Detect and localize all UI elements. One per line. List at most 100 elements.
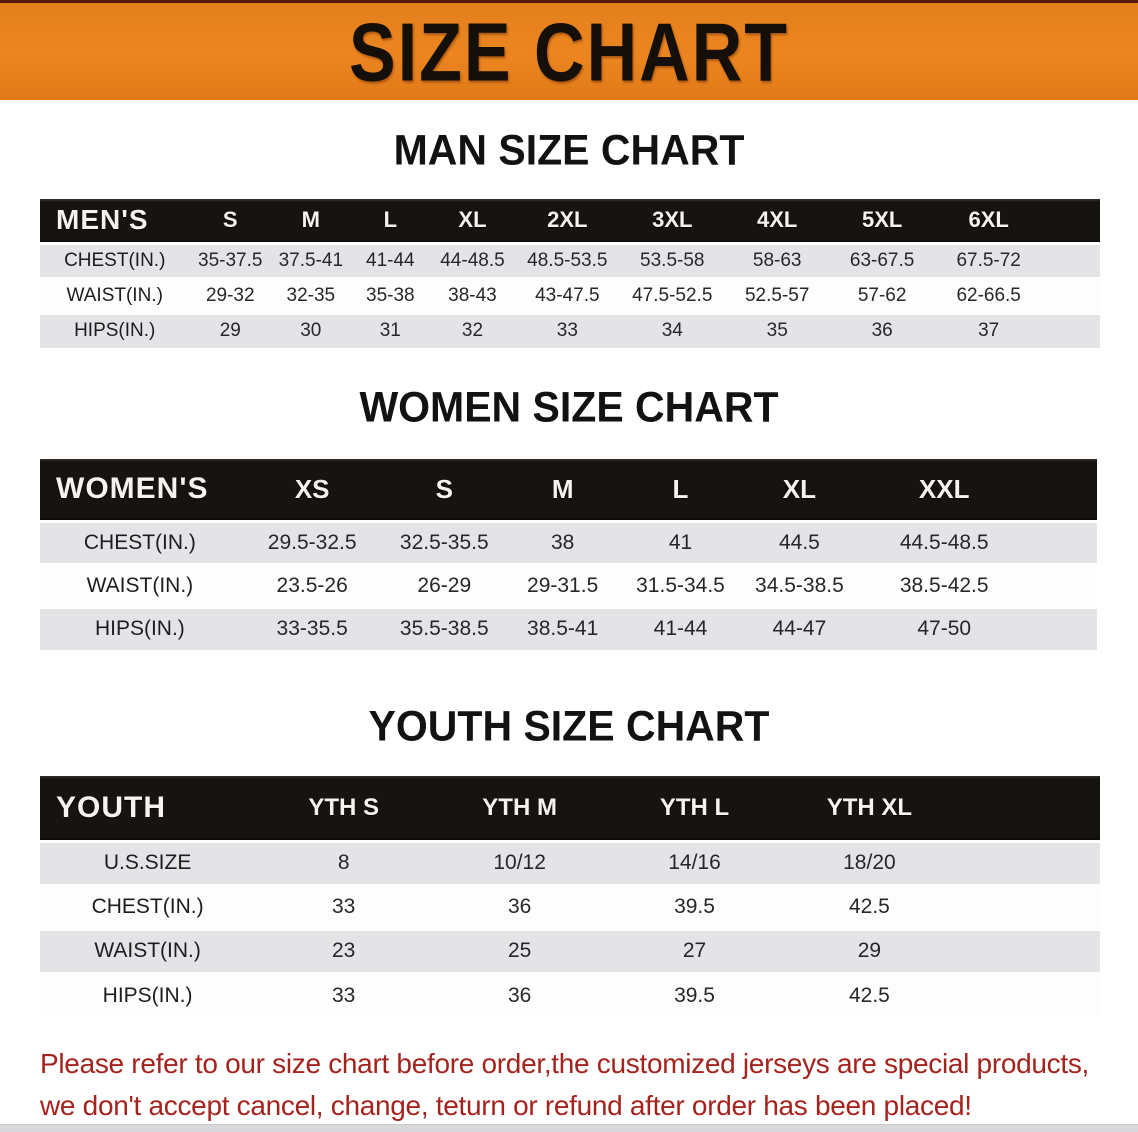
- measurement-row-label: WAIST(IN.): [94, 939, 201, 962]
- measurement-value: 36: [507, 983, 532, 1007]
- measurement-value: 29: [219, 320, 241, 342]
- measurement-value: 39.5: [674, 983, 715, 1007]
- size-column-header: 5XL: [861, 207, 903, 233]
- measurement-row-label: HIPS(IN.): [94, 617, 185, 641]
- measurement-value: 32: [461, 320, 484, 342]
- measurement-row-label: HIPS(IN.): [74, 320, 156, 342]
- measurement-value: 29-32: [205, 284, 255, 306]
- table-group-label: WOMEN'S: [56, 472, 209, 506]
- measurement-value: 38: [550, 530, 575, 554]
- measurement-value: 10/12: [493, 851, 546, 874]
- measurement-value: 41-44: [653, 617, 708, 641]
- measurement-row: WAIST(IN.) 29-32 32-35 35-38 38-43 43-47.5 47.…: [40, 278, 1100, 313]
- size-column-header: S: [435, 473, 453, 504]
- measurement-value: 29-31.5: [527, 573, 599, 597]
- measurement-value: 27: [682, 939, 707, 962]
- spacer-cell: [957, 776, 1100, 841]
- measurement-row: HIPS(IN.) 33 36 39.5 42.5: [40, 973, 1100, 1017]
- measurement-value: 30: [300, 320, 322, 342]
- measurement-value: 53.5-58: [640, 249, 705, 271]
- size-column-header: L: [672, 473, 689, 504]
- measurement-value: 48.5-53.5: [527, 249, 608, 271]
- measurement-value: 62-66.5: [956, 284, 1021, 306]
- table-group-label: YOUTH: [56, 790, 166, 824]
- measurement-value: 37.5-41: [278, 249, 344, 271]
- disclaimer-line-1: Please refer to our size chart before or…: [40, 1048, 1090, 1079]
- measurement-value: 63-67.5: [849, 249, 915, 271]
- measurement-value: 41: [668, 530, 693, 554]
- measurement-value: 33: [332, 983, 356, 1007]
- measurement-value: 47-50: [917, 617, 972, 641]
- size-column-header: YTH S: [308, 793, 380, 821]
- spacer-cell: [1029, 564, 1097, 607]
- measurement-value: 42.5: [848, 895, 890, 918]
- size-column-header: M: [551, 473, 574, 504]
- disclaimer-line-2: we don't accept cancel, change, teturn o…: [40, 1090, 972, 1121]
- measurement-value: 44-48.5: [440, 249, 505, 271]
- size-header-row: YOUTH YTH S YTH M YTH L YTH XL: [40, 776, 1100, 841]
- measurement-value: 23: [332, 939, 356, 962]
- measurement-value: 44.5: [778, 530, 820, 554]
- measurement-row: CHEST(IN.) 35-37.5 37.5-41 41-44 44-48.5 48.5…: [40, 243, 1100, 278]
- spacer-cell: [957, 885, 1100, 929]
- size-chart-banner: SIZE CHART: [0, 0, 1138, 100]
- measurement-value: 36: [507, 895, 532, 918]
- youth-section-heading: YOUTH SIZE CHART: [0, 702, 1138, 750]
- measurement-value: 38.5-42.5: [899, 573, 989, 597]
- spacer-cell: [1043, 313, 1100, 348]
- measurement-value: 31: [379, 320, 401, 342]
- measurement-row: WAIST(IN.) 23 25 27 29: [40, 929, 1100, 973]
- measurement-value: 35-37.5: [198, 249, 263, 271]
- measurement-value: 18/20: [843, 851, 896, 874]
- man-section-heading: MAN SIZE CHART: [0, 126, 1138, 174]
- measurement-value: 31.5-34.5: [636, 573, 725, 597]
- measurement-row: WAIST(IN.) 23.5-26 26-29 29-31.5 31.5-34.5 34…: [40, 564, 1097, 607]
- size-header-row: WOMEN'S XS S M L XL XXL: [40, 459, 1097, 521]
- size-column-header: XS: [294, 473, 330, 504]
- measurement-row-label: U.S.SIZE: [103, 851, 192, 874]
- size-column-header: YTH L: [659, 793, 730, 821]
- measurement-row-label: CHEST(IN.): [91, 895, 204, 918]
- womens-size-table: WOMEN'S XS S M L XL XXL CHEST(IN.) 29.5-32.5 32.5…: [40, 459, 1097, 650]
- women-section-heading-text: WOMEN SIZE CHART: [359, 382, 779, 432]
- spacer-cell: [1043, 199, 1100, 243]
- size-column-header: L: [383, 207, 398, 233]
- size-column-header: M: [301, 207, 320, 233]
- measurement-value: 33: [332, 895, 356, 918]
- measurement-row: HIPS(IN.) 33-35.5 35.5-38.5 38.5-41 41-44 44-…: [40, 607, 1097, 650]
- size-column-header: XXL: [918, 473, 970, 504]
- spacer-cell: [957, 929, 1100, 973]
- measurement-value: 44.5-48.5: [899, 530, 989, 554]
- measurement-value: 44-47: [772, 617, 827, 641]
- mens-size-table: MEN'S S M L XL 2XL 3XL 4XL 5XL 6XL CHEST(IN.) 35-37…: [40, 199, 1100, 348]
- measurement-value: 43-47.5: [535, 284, 600, 306]
- spacer-cell: [1043, 278, 1100, 313]
- spacer-cell: [1029, 521, 1097, 564]
- size-column-header: 3XL: [652, 207, 693, 233]
- measurement-value: 34: [661, 320, 683, 342]
- spacer-cell: [1043, 243, 1100, 278]
- measurement-value: 38-43: [448, 284, 497, 306]
- size-column-header: YTH XL: [826, 793, 913, 821]
- measurement-value: 42.5: [848, 983, 890, 1007]
- size-column-header: 4XL: [757, 207, 798, 233]
- measurement-value: 23.5-26: [276, 573, 348, 597]
- measurement-value: 32.5-35.5: [399, 530, 489, 554]
- measurement-value: 33-35.5: [276, 617, 348, 641]
- measurement-row-label: CHEST(IN.): [64, 249, 166, 271]
- spacer-cell: [1029, 607, 1097, 650]
- measurement-value: 32-35: [286, 284, 336, 306]
- measurement-value: 39.5: [674, 895, 715, 918]
- measurement-value: 8: [337, 851, 350, 874]
- measurement-row-label: WAIST(IN.): [86, 573, 194, 597]
- measurement-value: 35: [766, 320, 788, 342]
- size-column-header: 6XL: [968, 207, 1009, 233]
- spacer-cell: [1029, 459, 1097, 521]
- measurement-value: 37: [978, 320, 1000, 342]
- measurement-value: 26-29: [417, 573, 472, 597]
- measurement-value: 14/16: [668, 851, 721, 874]
- size-column-header: 2XL: [547, 207, 588, 233]
- measurement-value: 67.5-72: [956, 249, 1021, 271]
- size-column-header: XL: [458, 207, 487, 233]
- measurement-value: 57-62: [857, 284, 907, 306]
